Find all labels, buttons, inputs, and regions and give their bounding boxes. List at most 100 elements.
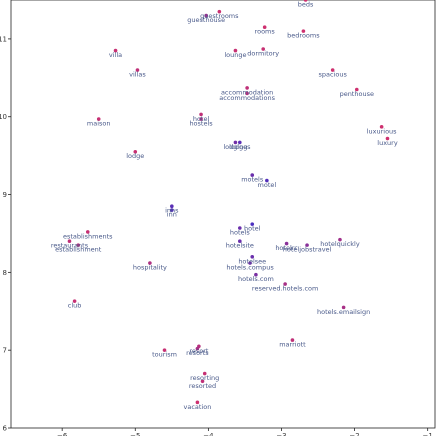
data-point bbox=[238, 226, 242, 230]
data-point bbox=[233, 140, 238, 145]
point-label: rooms bbox=[255, 28, 276, 36]
data-point bbox=[265, 178, 269, 183]
point-label: inn bbox=[167, 211, 177, 219]
point-label: dormitory bbox=[247, 50, 279, 58]
data-point bbox=[290, 338, 295, 342]
data-point bbox=[217, 9, 222, 14]
data-point bbox=[330, 68, 335, 72]
point-label: hotels bbox=[230, 229, 250, 237]
data-point bbox=[200, 379, 205, 384]
point-label: accommodation bbox=[221, 88, 273, 96]
point-label: reserved.hotels.com bbox=[252, 285, 318, 293]
point-label: hotels.com bbox=[238, 275, 274, 283]
point-label: restaurants bbox=[51, 242, 89, 250]
data-point bbox=[341, 305, 346, 310]
data-point bbox=[199, 117, 203, 121]
point-label: hoteljobstravel bbox=[283, 246, 332, 254]
y-tick-label: 8 bbox=[3, 269, 7, 277]
point-label: hospitality bbox=[133, 264, 167, 272]
data-point bbox=[85, 230, 90, 234]
data-point bbox=[76, 243, 81, 247]
point-label: hotelquickly bbox=[320, 240, 360, 248]
point-label: luxurious bbox=[367, 127, 397, 135]
y-tick-label: 10 bbox=[0, 113, 7, 121]
data-point bbox=[67, 239, 72, 244]
x-tick-label: −2 bbox=[349, 432, 359, 436]
data-point bbox=[248, 261, 252, 265]
point-label: bedrooms bbox=[287, 32, 320, 40]
point-label: villa bbox=[109, 51, 122, 59]
point-label: motels bbox=[241, 176, 264, 184]
point-label: lodges bbox=[229, 143, 251, 151]
x-tick-label: −1 bbox=[423, 432, 433, 436]
data-point bbox=[195, 400, 200, 405]
point-label: hotel bbox=[193, 115, 210, 123]
data-point bbox=[303, 0, 308, 2]
data-point bbox=[354, 87, 359, 92]
data-point bbox=[135, 68, 140, 72]
data-point bbox=[233, 48, 238, 53]
point-label: beds bbox=[298, 1, 314, 9]
x-tick-label: −3 bbox=[276, 432, 286, 436]
data-point bbox=[250, 173, 255, 177]
data-point bbox=[96, 117, 101, 121]
y-tick-label: 11 bbox=[0, 35, 7, 43]
data-point bbox=[301, 29, 306, 33]
y-tick-label: 7 bbox=[3, 347, 7, 355]
data-point bbox=[202, 371, 207, 376]
y-axis: 6 7 8 9 10 11 bbox=[0, 35, 11, 433]
point-label: lodge bbox=[126, 152, 144, 160]
data-point bbox=[305, 243, 309, 247]
data-point bbox=[245, 86, 249, 90]
point-label: hotelsee bbox=[238, 257, 266, 265]
point-label: guesthouse bbox=[187, 16, 225, 24]
data-point bbox=[338, 237, 342, 242]
data-point bbox=[195, 346, 200, 351]
data-point bbox=[261, 47, 266, 51]
x-tick-label: −6 bbox=[57, 432, 68, 436]
point-label: resorted bbox=[189, 382, 216, 390]
point-label: lounge bbox=[224, 51, 246, 59]
point-label: establishments bbox=[63, 232, 113, 240]
x-axis: −6 −5 −4 −3 −2 −1 bbox=[57, 428, 433, 436]
point-label: hotelrc bbox=[275, 244, 298, 252]
point-label: vacation bbox=[183, 403, 211, 411]
data-point bbox=[72, 299, 77, 303]
y-tick-label: 9 bbox=[3, 191, 7, 199]
data-point bbox=[283, 282, 287, 286]
point-label: motel bbox=[258, 181, 277, 189]
data-point bbox=[170, 208, 174, 212]
x-tick-label: −5 bbox=[130, 432, 140, 436]
data-point bbox=[133, 149, 138, 154]
point-label: resorting bbox=[190, 374, 219, 382]
point-label: guestrooms bbox=[200, 12, 239, 20]
point-label: marriott bbox=[279, 341, 306, 349]
data-point bbox=[379, 125, 384, 129]
data-point bbox=[113, 48, 118, 53]
data-point bbox=[162, 348, 167, 352]
point-label: hostels bbox=[189, 120, 213, 128]
data-points bbox=[67, 0, 390, 405]
point-label: tourism bbox=[152, 351, 177, 359]
point-label: establishment bbox=[55, 246, 102, 254]
data-point bbox=[238, 140, 242, 145]
point-label: resort bbox=[189, 347, 209, 355]
data-point bbox=[250, 222, 255, 226]
point-label: hotel bbox=[244, 225, 261, 233]
point-label: hotels.emailsign bbox=[317, 308, 370, 316]
data-point bbox=[204, 13, 208, 18]
data-point bbox=[238, 239, 242, 244]
data-point bbox=[385, 136, 390, 141]
x-tick-label: −4 bbox=[203, 432, 214, 436]
data-point bbox=[262, 25, 267, 30]
point-label: resorts bbox=[186, 349, 209, 357]
point-label: inns bbox=[165, 207, 179, 215]
point-label: villas bbox=[129, 71, 146, 79]
y-tick-label: 6 bbox=[3, 425, 8, 433]
point-label: club bbox=[68, 302, 82, 310]
data-point bbox=[170, 204, 174, 209]
data-point bbox=[199, 112, 203, 117]
point-label: luxury bbox=[377, 139, 398, 147]
